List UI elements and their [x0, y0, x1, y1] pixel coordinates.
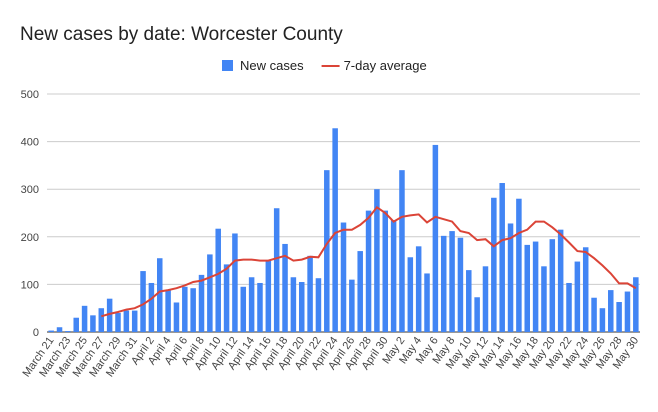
legend-label: 7-day average — [344, 58, 427, 73]
bar — [240, 286, 247, 332]
bar — [307, 255, 313, 332]
bar — [624, 291, 631, 332]
legend-swatch — [222, 60, 233, 71]
bar — [332, 128, 338, 332]
line — [101, 205, 637, 318]
bar — [541, 266, 547, 332]
bar — [424, 273, 430, 332]
bar — [290, 277, 297, 332]
bar — [190, 288, 196, 332]
bar — [182, 286, 188, 332]
bar — [81, 305, 88, 332]
bar — [173, 302, 180, 332]
bar — [315, 278, 322, 332]
bar — [90, 315, 96, 332]
bar — [549, 239, 556, 332]
bar — [449, 231, 455, 332]
bar — [491, 197, 497, 332]
bar — [499, 183, 505, 332]
bar — [532, 241, 539, 332]
bar — [282, 243, 288, 332]
bar — [365, 210, 372, 332]
bar — [98, 308, 105, 332]
bar — [524, 244, 531, 332]
y-tick-label: 200 — [21, 232, 39, 244]
bar — [466, 270, 472, 332]
y-tick-label: 400 — [21, 137, 39, 149]
bar — [223, 264, 230, 332]
y-tick-label: 100 — [21, 279, 39, 291]
bar — [56, 327, 63, 332]
bar — [340, 222, 347, 332]
bar — [440, 235, 447, 332]
bar — [156, 258, 163, 332]
bar — [215, 228, 221, 332]
bar — [482, 266, 489, 332]
bar — [131, 310, 138, 332]
bar — [432, 144, 439, 332]
bar — [374, 189, 380, 332]
bar — [48, 330, 54, 332]
bar — [207, 254, 213, 332]
bar — [123, 310, 130, 332]
bar — [148, 282, 155, 332]
y-tick-label: 500 — [21, 89, 39, 101]
bar — [140, 271, 146, 332]
bar — [507, 223, 514, 332]
bar — [474, 297, 480, 332]
bar — [357, 251, 363, 332]
bar — [324, 170, 330, 332]
bar — [616, 302, 622, 332]
bar — [257, 282, 263, 332]
legend-label: New cases — [240, 58, 304, 73]
bar — [633, 277, 639, 332]
bar — [265, 260, 272, 332]
bar — [591, 297, 597, 332]
bar — [65, 331, 71, 332]
bar — [608, 290, 614, 332]
y-tick-label: 0 — [33, 327, 39, 339]
bar — [106, 298, 113, 332]
bar — [582, 247, 589, 332]
bar — [165, 290, 171, 332]
bar — [574, 261, 581, 332]
bar — [198, 274, 205, 332]
bar — [382, 210, 389, 332]
chart-title: New cases by date: Worcester County — [20, 24, 343, 45]
bar — [73, 317, 79, 332]
bar — [599, 308, 606, 332]
bar — [457, 237, 464, 332]
bar — [232, 233, 238, 332]
bar — [557, 229, 564, 332]
bar — [349, 279, 355, 332]
bar — [516, 198, 522, 332]
bar — [273, 208, 280, 332]
bar — [390, 220, 397, 332]
bar — [115, 312, 121, 332]
bar — [298, 282, 305, 332]
y-tick-label: 300 — [21, 184, 39, 196]
bar — [399, 170, 405, 332]
bar — [566, 282, 572, 332]
bar — [407, 257, 414, 332]
bar — [248, 277, 255, 332]
bar — [415, 246, 422, 332]
